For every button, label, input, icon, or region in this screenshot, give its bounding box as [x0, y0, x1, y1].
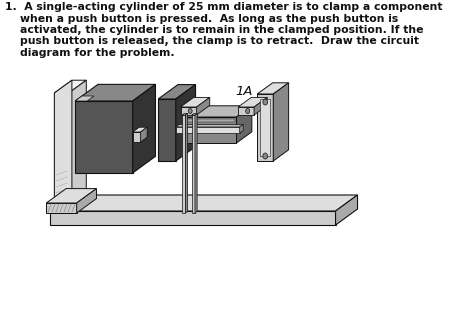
- Polygon shape: [176, 125, 243, 127]
- Polygon shape: [182, 113, 188, 115]
- Polygon shape: [240, 125, 243, 133]
- Polygon shape: [69, 80, 86, 213]
- Polygon shape: [75, 101, 133, 173]
- Polygon shape: [49, 195, 357, 211]
- Polygon shape: [133, 127, 147, 132]
- Polygon shape: [54, 93, 69, 213]
- Polygon shape: [254, 97, 267, 115]
- Polygon shape: [158, 99, 176, 161]
- Polygon shape: [257, 83, 289, 94]
- Polygon shape: [184, 119, 235, 122]
- Polygon shape: [336, 195, 357, 225]
- Circle shape: [263, 153, 268, 159]
- Polygon shape: [49, 211, 336, 225]
- Polygon shape: [195, 113, 197, 213]
- Text: 1.  A single-acting cylinder of 25 mm diameter is to clamp a component: 1. A single-acting cylinder of 25 mm dia…: [5, 2, 442, 12]
- Polygon shape: [273, 83, 289, 161]
- Polygon shape: [192, 113, 197, 115]
- Polygon shape: [192, 115, 195, 213]
- Text: 1A: 1A: [236, 85, 253, 98]
- Polygon shape: [54, 80, 72, 213]
- Polygon shape: [182, 117, 236, 143]
- Polygon shape: [176, 85, 196, 161]
- Polygon shape: [257, 94, 273, 161]
- Text: push button is released, the clamp is to retract.  Draw the circuit: push button is released, the clamp is to…: [5, 37, 419, 47]
- Text: when a push button is pressed.  As long as the push button is: when a push button is pressed. As long a…: [5, 13, 398, 23]
- Circle shape: [188, 109, 192, 114]
- Polygon shape: [182, 115, 185, 213]
- Text: activated, the cylinder is to remain in the clamped position. If the: activated, the cylinder is to remain in …: [5, 25, 423, 35]
- Text: diagram for the problem.: diagram for the problem.: [5, 48, 174, 58]
- Polygon shape: [236, 106, 252, 143]
- Polygon shape: [46, 189, 96, 203]
- Polygon shape: [182, 106, 252, 117]
- Polygon shape: [238, 107, 254, 115]
- Polygon shape: [133, 132, 140, 142]
- Polygon shape: [75, 85, 155, 101]
- Polygon shape: [185, 113, 188, 213]
- Polygon shape: [260, 99, 270, 156]
- Polygon shape: [46, 203, 77, 213]
- Polygon shape: [77, 189, 96, 213]
- Polygon shape: [176, 127, 240, 133]
- Circle shape: [246, 109, 250, 114]
- Polygon shape: [140, 127, 147, 142]
- Polygon shape: [54, 80, 86, 93]
- Polygon shape: [181, 107, 197, 115]
- Polygon shape: [158, 85, 196, 99]
- Polygon shape: [181, 97, 210, 107]
- Polygon shape: [133, 85, 155, 173]
- Circle shape: [263, 99, 268, 105]
- Polygon shape: [197, 97, 210, 115]
- Polygon shape: [75, 96, 94, 101]
- Polygon shape: [238, 97, 267, 107]
